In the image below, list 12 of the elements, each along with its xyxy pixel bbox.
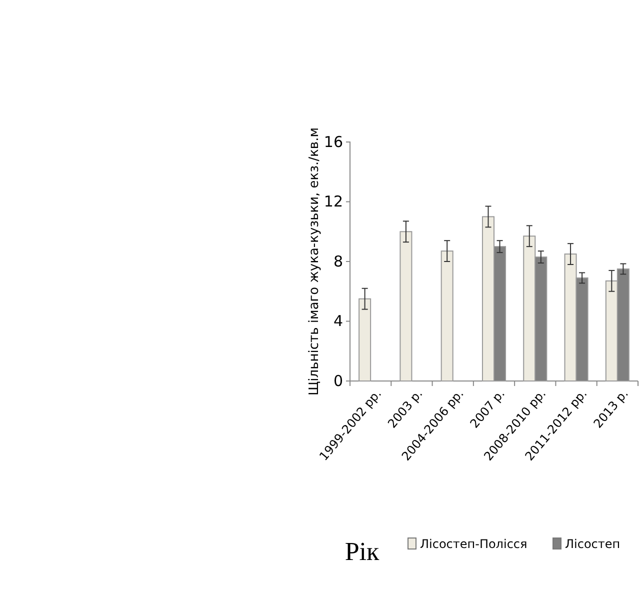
y-tick-label: 8 [333, 252, 343, 270]
bar [440, 250, 454, 382]
bar [358, 298, 372, 382]
y-tick-label: 4 [333, 312, 343, 330]
x-axis-title: Рік [344, 537, 380, 566]
y-tick-label: 12 [324, 192, 343, 211]
y-tick-label: 16 [324, 132, 343, 151]
y-axis-title: Щільність імаго жука-кузьки, екз./кв.м [307, 127, 322, 396]
legend-label: Лісостеп [565, 537, 620, 551]
legend-label: Лісостеп-Полісся [420, 537, 528, 551]
y-tick-label: 0 [333, 372, 343, 390]
bar [400, 231, 412, 382]
